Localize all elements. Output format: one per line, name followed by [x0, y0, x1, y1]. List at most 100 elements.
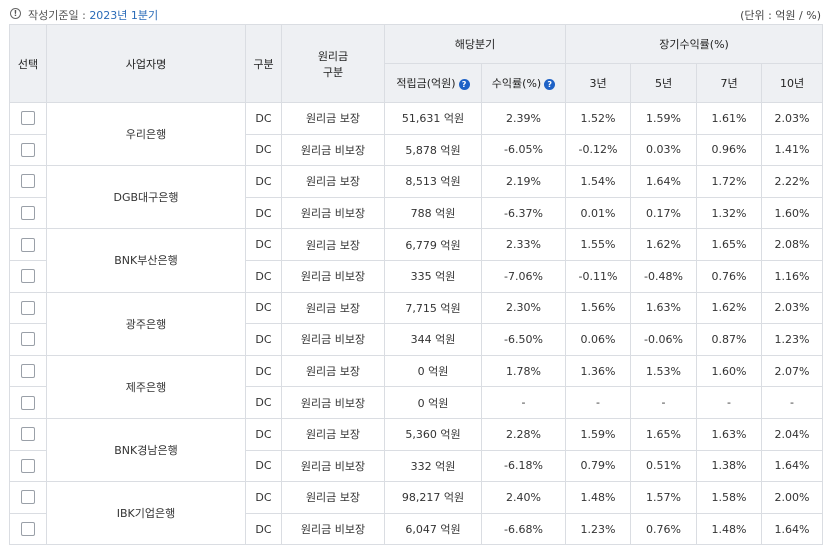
- cell-reserve: 6,779 억원: [384, 228, 482, 261]
- select-cell: [9, 102, 47, 135]
- cell-rate: -: [480, 386, 567, 419]
- cell-y5: 0.76%: [630, 512, 698, 546]
- cell-y5: 0.03%: [630, 133, 698, 167]
- cell-y7: 1.65%: [696, 228, 763, 261]
- cell-y3: 1.52%: [565, 102, 632, 135]
- cell-y10: 1.64%: [761, 449, 824, 483]
- unit-label: (단위 : 억원 / %): [740, 9, 821, 22]
- row-checkbox[interactable]: [21, 490, 35, 505]
- cell-principal: 원리금 보장: [281, 417, 385, 451]
- cell-type: DC: [245, 323, 282, 356]
- cell-y3: 1.48%: [565, 481, 632, 514]
- cell-y3: -0.11%: [565, 259, 632, 293]
- select-cell: [9, 481, 47, 514]
- cell-type: DC: [245, 386, 282, 419]
- top-bar: ! 작성기준일 : 2023년 1분기 (단위 : 억원 / %): [0, 0, 834, 26]
- header-principal-line1: 원리금: [317, 49, 349, 63]
- cell-rate: -6.18%: [480, 449, 567, 483]
- select-cell: [9, 228, 47, 261]
- company-name: 광주은행: [46, 291, 246, 356]
- basis-label: 작성기준일 :: [28, 9, 90, 22]
- row-checkbox[interactable]: [21, 269, 35, 284]
- row-checkbox[interactable]: [21, 395, 35, 410]
- table-body: 우리은행 DC 원리금 보장 51,631 억원 2.39% 1.52% 1.59% 1.61…: [9, 101, 824, 546]
- cell-y7: 1.62%: [696, 291, 763, 325]
- cell-reserve: 98,217 억원: [384, 481, 482, 514]
- cell-y5: -: [630, 386, 698, 419]
- company-name: BNK부산은행: [46, 228, 246, 293]
- info-icon: !: [10, 8, 21, 19]
- cell-principal: 원리금 보장: [281, 354, 385, 388]
- cell-principal: 원리금 비보장: [281, 196, 385, 230]
- cell-y3: 0.79%: [565, 449, 632, 483]
- cell-type: DC: [245, 354, 282, 388]
- table-row: BNK부산은행 DC 원리금 보장 6,779 억원 2.33% 1.55% 1.62% 1.…: [9, 228, 824, 293]
- select-cell: [9, 386, 47, 419]
- question-icon[interactable]: ?: [544, 78, 556, 90]
- cell-y5: 0.17%: [630, 196, 698, 230]
- select-cell: [9, 165, 47, 198]
- basis-value: 2023년 1분기: [89, 9, 159, 22]
- cell-type: DC: [245, 417, 282, 451]
- cell-rate: 2.39%: [480, 102, 567, 135]
- header-return-rate-label: 수익률(%): [491, 77, 542, 90]
- header-5y: 5년: [630, 63, 698, 103]
- header-select: 선택: [9, 24, 47, 103]
- cell-y10: 1.41%: [761, 133, 824, 167]
- cell-y10: 1.64%: [761, 512, 824, 546]
- cell-y7: -: [696, 386, 763, 419]
- row-checkbox[interactable]: [21, 206, 35, 221]
- question-icon[interactable]: ?: [458, 78, 470, 90]
- row-checkbox[interactable]: [21, 522, 35, 537]
- cell-reserve: 335 억원: [384, 259, 482, 293]
- cell-rate: -6.50%: [480, 323, 567, 356]
- cell-reserve: 5,878 억원: [384, 133, 482, 167]
- select-cell: [9, 259, 47, 293]
- cell-reserve: 5,360 억원: [384, 417, 482, 451]
- cell-y5: 1.65%: [630, 417, 698, 451]
- cell-type: DC: [245, 481, 282, 514]
- row-checkbox[interactable]: [21, 427, 35, 442]
- row-checkbox[interactable]: [21, 237, 35, 252]
- row-checkbox[interactable]: [21, 111, 35, 126]
- cell-y3: 1.36%: [565, 354, 632, 388]
- cell-y7: 1.61%: [696, 102, 763, 135]
- cell-principal: 원리금 보장: [281, 102, 385, 135]
- cell-reserve: 7,715 억원: [384, 291, 482, 325]
- cell-principal: 원리금 보장: [281, 481, 385, 514]
- company-name: 제주은행: [46, 354, 246, 419]
- cell-y5: 0.51%: [630, 449, 698, 483]
- header-return-rate: 수익률(%)?: [480, 63, 567, 103]
- cell-reserve: 0 억원: [384, 386, 482, 419]
- table-row: DC 원리금 비보장 6,047 억원 -6.68% 1.23% 0.76% 1.48% 1.…: [9, 512, 824, 546]
- cell-principal: 원리금 보장: [281, 165, 385, 198]
- cell-y10: 1.23%: [761, 323, 824, 356]
- cell-y7: 0.96%: [696, 133, 763, 167]
- cell-rate: 2.33%: [480, 228, 567, 261]
- header-3y: 3년: [565, 63, 632, 103]
- cell-reserve: 332 억원: [384, 449, 482, 483]
- cell-rate: -6.68%: [480, 512, 567, 546]
- company-name: IBK기업은행: [46, 481, 246, 546]
- cell-y7: 0.87%: [696, 323, 763, 356]
- row-checkbox[interactable]: [21, 142, 35, 157]
- cell-y3: 1.54%: [565, 165, 632, 198]
- cell-y10: 1.16%: [761, 259, 824, 293]
- row-checkbox[interactable]: [21, 332, 35, 347]
- row-checkbox[interactable]: [21, 300, 35, 315]
- row-checkbox[interactable]: [21, 458, 35, 473]
- cell-y3: 1.23%: [565, 512, 632, 546]
- cell-y7: 1.38%: [696, 449, 763, 483]
- table-row: 우리은행 DC 원리금 보장 51,631 억원 2.39% 1.52% 1.59% 1.61…: [9, 101, 824, 167]
- select-cell: [9, 512, 47, 546]
- cell-reserve: 0 억원: [384, 354, 482, 388]
- row-checkbox[interactable]: [21, 364, 35, 379]
- header-reserve: 적립금(억원)?: [384, 63, 482, 103]
- header-7y: 7년: [696, 63, 763, 103]
- cell-y3: 0.01%: [565, 196, 632, 230]
- cell-y10: 2.03%: [761, 102, 824, 135]
- header-principal: 원리금 구분: [281, 24, 385, 103]
- row-checkbox[interactable]: [21, 174, 35, 189]
- select-cell: [9, 323, 47, 356]
- cell-y5: 1.57%: [630, 481, 698, 514]
